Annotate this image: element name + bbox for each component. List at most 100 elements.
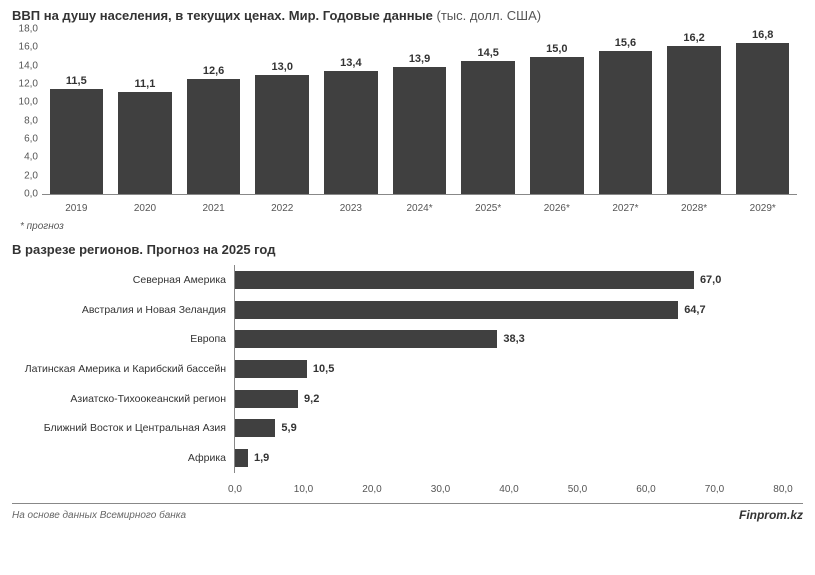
hbar-value-label: 1,9 <box>254 452 269 464</box>
y-tick-label: 14,0 <box>12 60 38 71</box>
x-tick-label: 50,0 <box>568 484 587 495</box>
bar-column: 12,6 <box>179 29 248 194</box>
bottom-hbar-chart: Северная Америка Австралия и Новая Зеланд… <box>12 265 803 495</box>
bar-column: 16,2 <box>660 29 729 194</box>
hbar-row: 5,9 <box>235 417 783 439</box>
category-label: Австралия и Новая Зеландия <box>12 299 230 321</box>
y-tick-label: 18,0 <box>12 24 38 35</box>
x-tick-label: 2029* <box>728 199 797 219</box>
hbar-value-label: 64,7 <box>684 304 705 316</box>
bar-column: 15,0 <box>522 29 591 194</box>
x-tick-label: 2027* <box>591 199 660 219</box>
bar-value-label: 15,0 <box>546 43 567 55</box>
hbar-value-label: 67,0 <box>700 274 721 286</box>
bar-column: 13,9 <box>385 29 454 194</box>
bar-value-label: 16,2 <box>683 32 704 44</box>
bar <box>393 67 447 194</box>
x-tick-label: 40,0 <box>499 484 518 495</box>
hbar <box>235 419 275 437</box>
y-tick-label: 6,0 <box>12 134 38 145</box>
x-tick-label: 10,0 <box>294 484 313 495</box>
bar-column: 13,4 <box>317 29 386 194</box>
bar-column: 11,1 <box>111 29 180 194</box>
bar-column: 11,5 <box>42 29 111 194</box>
x-tick-label: 80,0 <box>773 484 792 495</box>
x-tick-label: 70,0 <box>705 484 724 495</box>
x-tick-label: 2025* <box>454 199 523 219</box>
y-tick-label: 8,0 <box>12 115 38 126</box>
bar <box>118 92 172 194</box>
category-label: Азиатско-Тихоокеанский регион <box>12 388 230 410</box>
hbar-row: 1,9 <box>235 447 783 469</box>
footer-row: На основе данных Всемирного банка Finpro… <box>12 508 803 522</box>
hbar-value-label: 9,2 <box>304 393 319 405</box>
x-tick-label: 2023 <box>317 199 386 219</box>
bar-value-label: 13,4 <box>340 57 361 69</box>
bar <box>599 51 653 194</box>
bar-value-label: 13,9 <box>409 53 430 65</box>
bar <box>187 79 241 195</box>
y-tick-label: 16,0 <box>12 42 38 53</box>
x-tick-label: 20,0 <box>362 484 381 495</box>
bar-column: 14,5 <box>454 29 523 194</box>
category-label: Африка <box>12 447 230 469</box>
y-tick-label: 4,0 <box>12 152 38 163</box>
title-main: ВВП на душу населения, в текущих ценах. … <box>12 8 433 23</box>
hbar <box>235 301 678 319</box>
x-tick-label: 2020 <box>111 199 180 219</box>
y-tick-label: 12,0 <box>12 79 38 90</box>
category-label: Европа <box>12 328 230 350</box>
chart-title: ВВП на душу населения, в текущих ценах. … <box>12 8 803 23</box>
bar-value-label: 16,8 <box>752 29 773 41</box>
bar <box>50 89 104 194</box>
category-label: Северная Америка <box>12 269 230 291</box>
hbar <box>235 330 497 348</box>
hbar <box>235 390 298 408</box>
hbar-row: 67,0 <box>235 269 783 291</box>
x-tick-label: 60,0 <box>636 484 655 495</box>
bar <box>255 75 309 194</box>
bar-value-label: 11,1 <box>135 78 156 90</box>
x-tick-label: 2022 <box>248 199 317 219</box>
hbar-row: 38,3 <box>235 328 783 350</box>
hbar-row: 64,7 <box>235 299 783 321</box>
bar <box>461 61 515 194</box>
category-label: Ближний Восток и Центральная Азия <box>12 417 230 439</box>
y-tick-label: 2,0 <box>12 170 38 181</box>
hbar <box>235 271 694 289</box>
title-unit: (тыс. долл. США) <box>437 8 542 23</box>
bar-value-label: 12,6 <box>203 65 224 77</box>
x-tick-label: 0,0 <box>228 484 242 495</box>
y-tick-label: 10,0 <box>12 97 38 108</box>
hbar-value-label: 38,3 <box>503 333 524 345</box>
x-tick-label: 30,0 <box>431 484 450 495</box>
hbar-row: 9,2 <box>235 388 783 410</box>
attribution-text: Finprom.kz <box>739 508 803 522</box>
hbar-value-label: 5,9 <box>281 422 296 434</box>
regions-subtitle: В разрезе регионов. Прогноз на 2025 год <box>12 242 803 257</box>
x-tick-label: 2028* <box>660 199 729 219</box>
bar <box>667 46 721 195</box>
hbar-row: 10,5 <box>235 358 783 380</box>
hbar <box>235 449 248 467</box>
separator-line <box>12 503 803 504</box>
forecast-footnote: * прогноз <box>20 221 803 232</box>
bar-column: 15,6 <box>591 29 660 194</box>
bar-value-label: 15,6 <box>615 37 636 49</box>
hbar <box>235 360 307 378</box>
x-tick-label: 2021 <box>179 199 248 219</box>
bar <box>736 43 790 194</box>
hbar-value-label: 10,5 <box>313 363 334 375</box>
bar-column: 16,8 <box>728 29 797 194</box>
bar <box>530 57 584 195</box>
y-tick-label: 0,0 <box>12 189 38 200</box>
category-label: Латинская Америка и Карибский бассейн <box>12 358 230 380</box>
top-bar-chart: 0,02,04,06,08,010,012,014,016,018,011,51… <box>12 29 803 219</box>
bar-value-label: 11,5 <box>66 75 87 87</box>
x-tick-label: 2024* <box>385 199 454 219</box>
bar-value-label: 14,5 <box>477 47 498 59</box>
bar-column: 13,0 <box>248 29 317 194</box>
bar-value-label: 13,0 <box>272 61 293 73</box>
x-tick-label: 2019 <box>42 199 111 219</box>
source-text: На основе данных Всемирного банка <box>12 510 186 521</box>
